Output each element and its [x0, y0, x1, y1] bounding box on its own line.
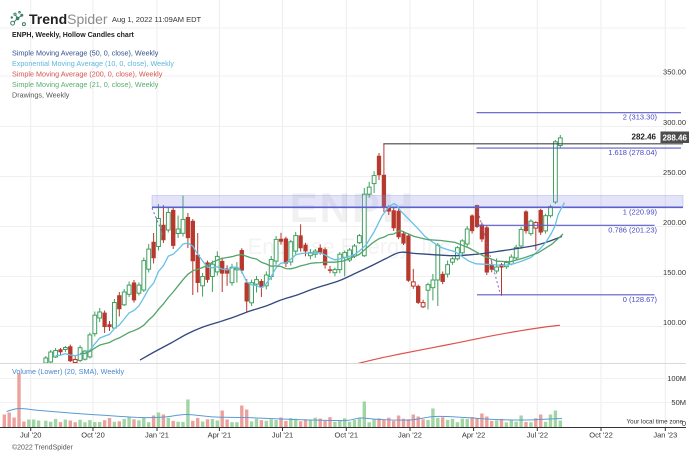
svg-text:0 (128.67): 0 (128.67) [623, 295, 658, 304]
svg-text:Oct '21: Oct '21 [335, 431, 359, 440]
svg-text:282.46: 282.46 [632, 133, 657, 142]
svg-text:350.00: 350.00 [663, 68, 686, 77]
svg-text:Simple Moving Average (21, 0,: Simple Moving Average (21, 0, close), We… [12, 80, 159, 89]
svg-text:Jan '23: Jan '23 [653, 431, 677, 440]
svg-text:Jan '22: Jan '22 [398, 431, 422, 440]
svg-text:Your local time zone: Your local time zone [627, 419, 684, 426]
svg-text:Jan '21: Jan '21 [145, 431, 169, 440]
svg-text:Simple Moving Average (50, 0,: Simple Moving Average (50, 0, close), We… [12, 49, 159, 58]
svg-text:Aug 1, 2022 11:09AM EDT: Aug 1, 2022 11:09AM EDT [112, 15, 201, 24]
svg-text:TrendSpider: TrendSpider [29, 11, 108, 27]
svg-text:300.00: 300.00 [663, 118, 686, 127]
svg-text:Jul '20: Jul '20 [20, 431, 41, 440]
svg-text:288.46: 288.46 [662, 133, 687, 142]
svg-text:250.00: 250.00 [663, 168, 686, 177]
svg-text:0: 0 [682, 419, 686, 428]
svg-text:Simple Moving Average (200, 0,: Simple Moving Average (200, 0, close), W… [12, 70, 163, 79]
svg-text:Exponential Moving Average (10: Exponential Moving Average (10, 0, close… [12, 59, 174, 68]
svg-text:1.618 (278.04): 1.618 (278.04) [608, 148, 657, 157]
svg-text:Jul '21: Jul '21 [272, 431, 293, 440]
svg-text:100M: 100M [667, 374, 686, 383]
svg-text:Volume (Lower) (20, SMA), Week: Volume (Lower) (20, SMA), Weekly [12, 367, 125, 376]
svg-text:100.00: 100.00 [663, 318, 686, 327]
svg-text:©2022 TrendSpider: ©2022 TrendSpider [12, 444, 73, 452]
svg-text:Oct '22: Oct '22 [589, 431, 613, 440]
svg-text:50M: 50M [671, 398, 686, 407]
svg-text:Apr '22: Apr '22 [462, 431, 486, 440]
svg-text:0.786 (201.23): 0.786 (201.23) [608, 225, 657, 234]
svg-text:Jul '22: Jul '22 [527, 431, 548, 440]
svg-text:ENPH, Weekly, Hollow Candles c: ENPH, Weekly, Hollow Candles chart [12, 32, 135, 39]
svg-text:2 (313.30): 2 (313.30) [623, 113, 658, 122]
svg-text:Apr '21: Apr '21 [208, 431, 232, 440]
svg-text:1 (220.99): 1 (220.99) [623, 207, 658, 216]
svg-text:200.00: 200.00 [663, 218, 686, 227]
svg-text:150.00: 150.00 [663, 268, 686, 277]
svg-text:Oct '20: Oct '20 [81, 431, 105, 440]
svg-text:Drawings, Weekly: Drawings, Weekly [12, 91, 70, 100]
